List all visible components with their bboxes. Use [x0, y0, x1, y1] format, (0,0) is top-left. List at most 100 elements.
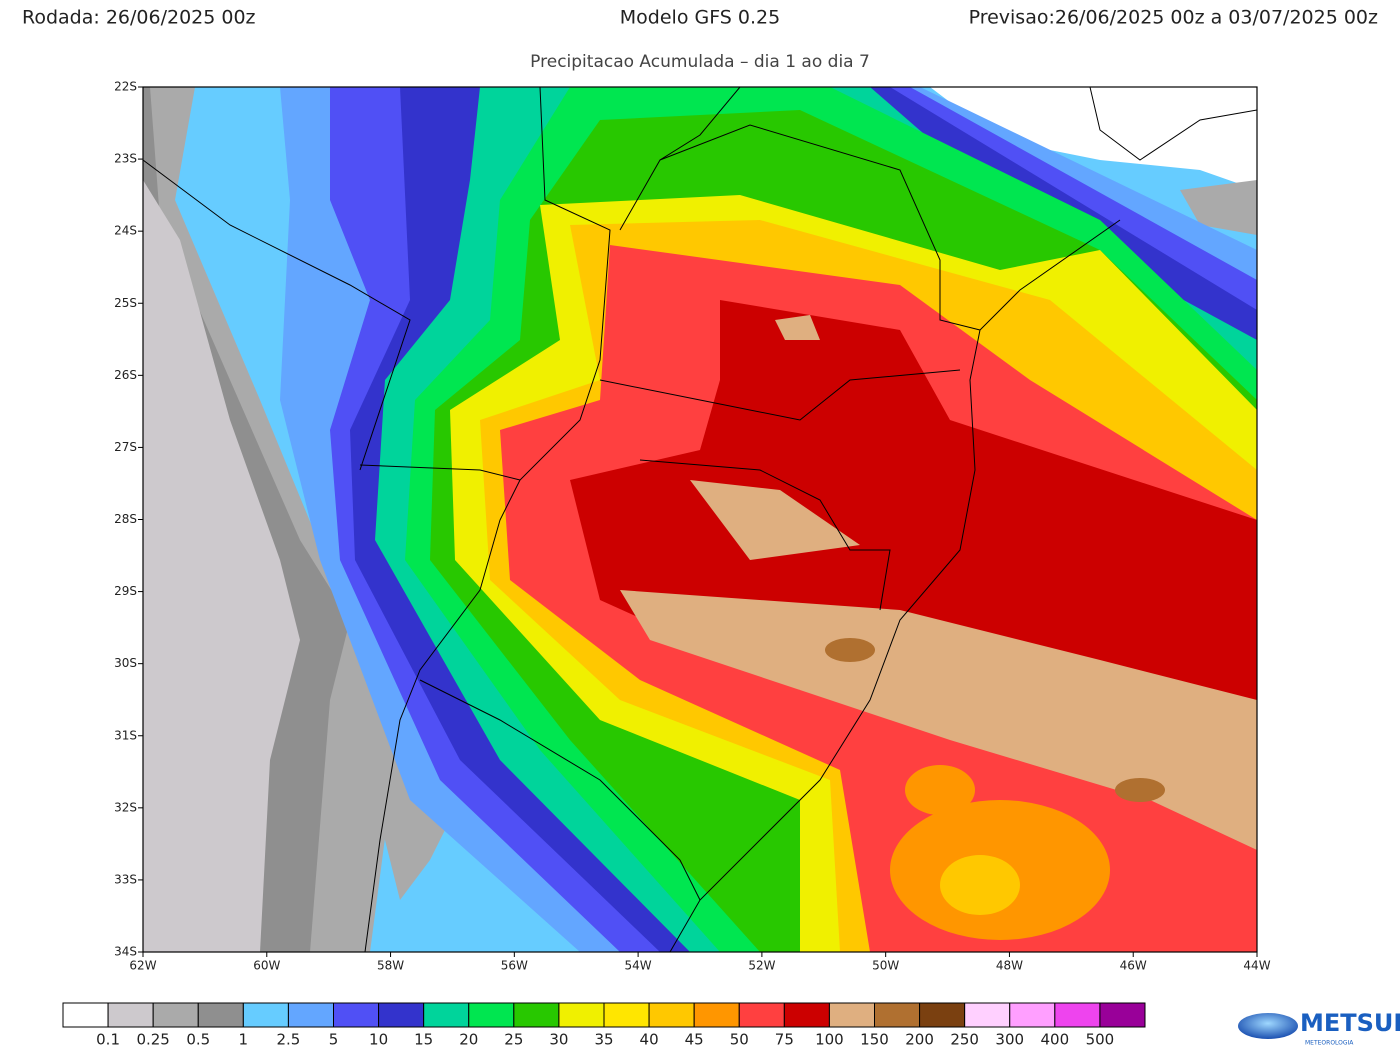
colorbar-label: 1	[239, 1031, 249, 1049]
colorbar-label: 300	[995, 1031, 1024, 1049]
precip-field	[143, 87, 1257, 952]
colorbar-swatch	[783, 1002, 830, 1028]
field-band	[620, 590, 1257, 850]
lat-label: 29S	[114, 584, 137, 598]
colorbar-swatch	[1009, 1002, 1056, 1028]
border-line	[659, 124, 981, 331]
colorbar-swatch	[513, 1002, 560, 1028]
border-line	[419, 679, 701, 901]
colorbar-swatch	[874, 1002, 921, 1028]
colorbar-swatch	[738, 1002, 785, 1028]
forecast-label: Previsao:26/06/2025 00z a 03/07/2025 00z	[969, 7, 1378, 29]
colorbar-swatch	[603, 1002, 650, 1028]
field-band	[690, 480, 860, 560]
lon-label: 50W	[872, 959, 899, 973]
colorbar-label: 0.5	[186, 1031, 210, 1049]
field-band	[775, 315, 820, 340]
lat-label: 28S	[114, 512, 137, 526]
lon-label: 62W	[129, 959, 156, 973]
lat-label: 34S	[114, 945, 137, 959]
colorbar-swatch	[152, 1002, 199, 1028]
field-band	[930, 87, 1257, 190]
colorbar-swatch	[919, 1002, 966, 1028]
border-line	[619, 87, 741, 231]
lat-label: 23S	[114, 152, 137, 166]
colorbar-label: 25	[504, 1031, 523, 1049]
field-band	[143, 180, 300, 952]
colorbar-swatch	[287, 1002, 334, 1028]
colorbar-label: 500	[1086, 1031, 1115, 1049]
border-line	[1089, 87, 1257, 161]
colorbar-swatch	[333, 1002, 380, 1028]
model-label: Modelo GFS 0.25	[620, 7, 780, 29]
lat-label: 22S	[114, 80, 137, 94]
colorbar-swatch	[107, 1002, 154, 1028]
lat-label: 30S	[114, 656, 137, 670]
lon-label: 54W	[625, 959, 652, 973]
field-band	[905, 765, 975, 815]
field-band	[825, 638, 875, 662]
map-title: Precipitacao Acumulada – dia 1 ao dia 7	[530, 52, 870, 72]
border-line	[359, 464, 521, 481]
lon-label: 56W	[501, 959, 528, 973]
lon-label: 52W	[748, 959, 775, 973]
colorbar-swatch	[693, 1002, 740, 1028]
colorbar-swatch	[468, 1002, 515, 1028]
lon-label: 58W	[377, 959, 404, 973]
lon-label: 48W	[996, 959, 1023, 973]
colorbar-label: 200	[905, 1031, 934, 1049]
colorbar-label: 50	[730, 1031, 749, 1049]
colorbar-label: 15	[414, 1031, 433, 1049]
colorbar-swatch	[648, 1002, 695, 1028]
field-band	[940, 855, 1020, 915]
lat-label: 33S	[114, 872, 137, 886]
colorbar-label: 30	[549, 1031, 568, 1049]
colorbar-swatch	[423, 1002, 470, 1028]
logo-sub: METEOROLOGIA	[1305, 1040, 1354, 1047]
colorbar-swatch	[197, 1002, 244, 1028]
colorbar-swatch	[964, 1002, 1011, 1028]
field-band	[1115, 778, 1165, 802]
logo-globe	[1238, 1013, 1298, 1039]
lon-label: 44W	[1243, 959, 1270, 973]
border-line	[639, 459, 891, 611]
lat-label: 24S	[114, 224, 137, 238]
colorbar-label: 35	[594, 1031, 613, 1049]
colorbar-swatch	[1099, 1002, 1146, 1028]
border-line	[599, 369, 961, 421]
colorbar-label: 400	[1041, 1031, 1070, 1049]
lat-label: 27S	[114, 440, 137, 454]
colorbar-swatch	[828, 1002, 876, 1028]
colorbar-swatch	[62, 1002, 109, 1028]
colorbar-label: 10	[369, 1031, 388, 1049]
lat-label: 32S	[114, 800, 137, 814]
lat-label: 31S	[114, 728, 137, 742]
field-band	[1180, 180, 1257, 235]
borders	[143, 87, 1257, 952]
coastline	[669, 219, 1121, 952]
colorbar-swatch	[242, 1002, 289, 1028]
colorbar-label: 75	[775, 1031, 794, 1049]
colorbar-swatch	[558, 1002, 605, 1028]
colorbar-label: 250	[950, 1031, 979, 1049]
colorbar-label: 0.25	[136, 1031, 169, 1049]
colorbar-label: 150	[860, 1031, 889, 1049]
colorbar-label: 2.5	[276, 1031, 300, 1049]
logo-name: METSUL	[1300, 1009, 1400, 1037]
colorbar-label: 20	[459, 1031, 478, 1049]
run-label: Rodada: 26/06/2025 00z	[22, 7, 256, 29]
colorbar-swatch	[378, 1002, 425, 1028]
lon-label: 46W	[1120, 959, 1147, 973]
logo: METSUL METEOROLOGIA	[1238, 1009, 1400, 1047]
colorbar-swatch	[1054, 1002, 1101, 1028]
border-line	[143, 159, 411, 471]
lat-label: 26S	[114, 368, 137, 382]
lat-label: 25S	[114, 296, 137, 310]
colorbar-label: 40	[640, 1031, 659, 1049]
colorbar-label: 100	[815, 1031, 844, 1049]
colorbar-label: 5	[329, 1031, 339, 1049]
colorbar-label: 0.1	[96, 1031, 120, 1049]
lon-label: 60W	[253, 959, 280, 973]
colorbar-label: 45	[685, 1031, 704, 1049]
